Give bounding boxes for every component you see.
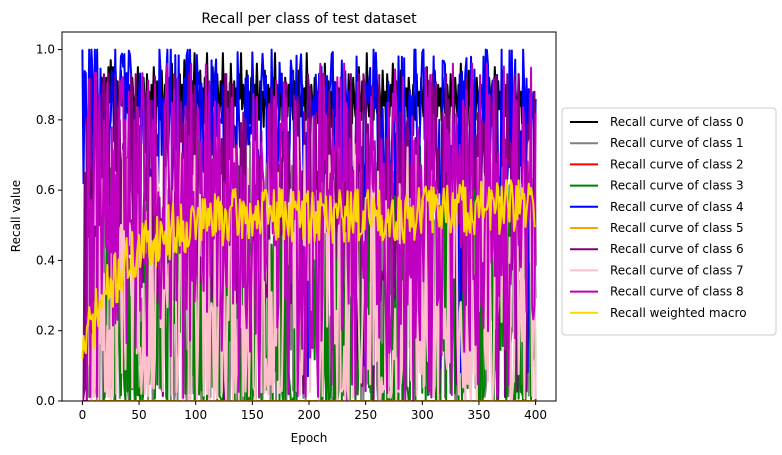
legend-label-0: Recall curve of class 0: [610, 115, 744, 129]
legend-label-3: Recall curve of class 3: [610, 179, 744, 193]
y-tick-label: 0.6: [36, 183, 55, 197]
plot-lines: [81, 48, 537, 401]
x-tick-label: 400: [524, 408, 547, 422]
x-axis: 0 50 100 150 200 250 300 350 400: [79, 401, 547, 422]
x-tick-label: 100: [184, 408, 207, 422]
series-line-9: [81, 179, 536, 359]
legend: Recall curve of class 0 Recall curve of c…: [561, 107, 777, 336]
legend-label-1: Recall curve of class 1: [610, 136, 744, 150]
x-tick-label: 150: [241, 408, 264, 422]
legend-label-8: Recall curve of class 8: [610, 285, 744, 299]
legend-label-4: Recall curve of class 4: [610, 200, 744, 214]
x-tick-label: 250: [354, 408, 377, 422]
legend-label-9: Recall weighted macro: [610, 306, 747, 320]
series-line-8: [82, 62, 537, 401]
x-tick-label: 200: [298, 408, 321, 422]
y-axis: 0.0 0.2 0.4 0.6 0.8 1.0: [36, 43, 62, 408]
legend-label-6: Recall curve of class 6: [610, 242, 744, 256]
legend-label-5: Recall curve of class 5: [610, 221, 744, 235]
y-tick-label: 0.4: [36, 253, 55, 267]
y-axis-label: Recall value: [9, 180, 23, 252]
legend-label-2: Recall curve of class 2: [610, 157, 744, 171]
x-axis-label: Epoch: [291, 431, 328, 445]
y-tick-label: 1.0: [36, 43, 55, 57]
x-tick-label: 350: [468, 408, 491, 422]
chart-title: Recall per class of test dataset: [201, 11, 417, 27]
series-line-0: [82, 52, 533, 401]
x-tick-label: 300: [411, 408, 434, 422]
x-tick-label: 0: [79, 408, 87, 422]
legend-label-7: Recall curve of class 7: [610, 263, 744, 277]
y-tick-label: 0.2: [36, 324, 55, 338]
y-tick-label: 0.0: [36, 394, 55, 408]
x-tick-label: 50: [131, 408, 146, 422]
legend-box: [561, 107, 777, 336]
y-tick-label: 0.8: [36, 113, 55, 127]
